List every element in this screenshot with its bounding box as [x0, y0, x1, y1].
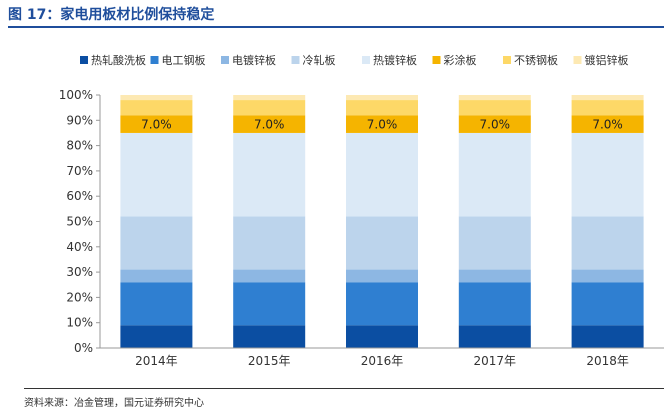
bar-segment [571, 325, 644, 348]
y-tick-label: 100% [59, 88, 93, 102]
bar-segment [346, 95, 418, 101]
bar-segment [233, 269, 306, 283]
bar-segment [233, 100, 306, 116]
chart-legend: 热轧酸洗板 电工钢板 电镀锌板 冷轧板 热镀锌板 彩涂板 不锈钢板 镀铝锌板 [80, 53, 629, 67]
legend-label: 电镀锌板 [232, 53, 276, 67]
legend-swatch [221, 56, 229, 64]
legend-swatch [432, 56, 441, 64]
bar-segment [346, 100, 418, 116]
bar-segment [346, 269, 418, 283]
bar-segment [571, 132, 644, 217]
bar-segment [346, 325, 418, 348]
source-note: 资料来源：冶金管理，国元证券研究中心 [24, 398, 204, 409]
legend-label: 热镀锌板 [373, 53, 417, 67]
bar-segment [120, 325, 193, 348]
bar-segment [571, 95, 644, 101]
legend-swatch [80, 56, 88, 64]
legend-label: 彩涂板 [444, 53, 477, 67]
y-tick-label: 60% [66, 189, 93, 203]
x-tick-label: 2015年 [248, 354, 291, 368]
y-tick-label: 40% [66, 240, 93, 254]
y-tick-label: 10% [66, 316, 93, 330]
bar-segment [346, 282, 418, 326]
y-tick-label: 0% [74, 341, 93, 355]
data-label: 7.0% [141, 118, 172, 132]
y-tick-label: 50% [66, 215, 93, 229]
y-tick-label: 70% [66, 164, 93, 178]
bar-segment [233, 115, 306, 133]
bar-segment [571, 216, 644, 270]
y-tick-label: 20% [66, 290, 93, 304]
legend-label: 热轧酸洗板 [91, 53, 146, 67]
footer-rule [24, 388, 664, 389]
bar-segment [233, 325, 306, 348]
bar-segment [458, 269, 531, 283]
bar-segment [571, 100, 644, 116]
y-tick-label: 30% [66, 265, 93, 279]
x-tick-label: 2018年 [586, 354, 629, 368]
bar-segment [120, 115, 193, 133]
legend-label: 镀铝锌板 [585, 53, 629, 67]
title-underline [8, 26, 664, 28]
bar-segment [120, 132, 193, 217]
bar-segment [233, 95, 306, 101]
data-label: 7.0% [480, 118, 511, 132]
bar-segment [571, 269, 644, 283]
legend-label: 电工钢板 [162, 53, 206, 67]
bar-segment [571, 115, 644, 133]
legend-swatch [573, 56, 582, 64]
bar-stacks: 7.0% 7.0% 7.0% 7.0% 7.0% [120, 95, 644, 348]
x-tick-label: 2016年 [361, 354, 404, 368]
legend-label: 冷轧板 [303, 53, 336, 67]
legend-swatch [150, 56, 159, 64]
legend-swatch [291, 56, 300, 64]
bar-segment [346, 216, 418, 270]
data-label: 7.0% [592, 118, 623, 132]
bar-segment [120, 282, 193, 326]
legend-swatch [503, 56, 511, 64]
data-label: 7.0% [254, 118, 285, 132]
bar-segment [458, 282, 531, 326]
y-tick-label: 90% [66, 113, 93, 127]
bar-segment [458, 325, 531, 348]
bar-segment [458, 95, 531, 101]
bar-segment [233, 132, 306, 217]
y-axis: 0% 10% 20% 30% 40% 50% 60% 70% 80% 90% 100% [59, 88, 101, 355]
x-tick-label: 2017年 [474, 354, 517, 368]
bar-segment [120, 269, 193, 283]
bar-segment [458, 100, 531, 116]
figure-title: 图 17：家电用板材比例保持稳定 [8, 7, 215, 23]
bar-segment [346, 115, 418, 133]
bar-segment [458, 115, 531, 133]
data-label: 7.0% [367, 118, 398, 132]
x-axis: 2014年 2015年 2016年 2017年 2018年 [100, 347, 664, 368]
y-tick-label: 80% [66, 139, 93, 153]
bar-segment [120, 100, 193, 116]
bar-segment [120, 216, 193, 270]
bar-segment [458, 132, 531, 217]
bar-segment [458, 216, 531, 270]
bar-segment [120, 95, 193, 101]
bar-segment [233, 282, 306, 326]
bar-segment [571, 282, 644, 326]
bar-segment [346, 132, 418, 217]
legend-swatch [362, 56, 370, 64]
x-tick-label: 2014年 [135, 354, 178, 368]
legend-label: 不锈钢板 [514, 53, 558, 67]
bar-segment [233, 216, 306, 270]
